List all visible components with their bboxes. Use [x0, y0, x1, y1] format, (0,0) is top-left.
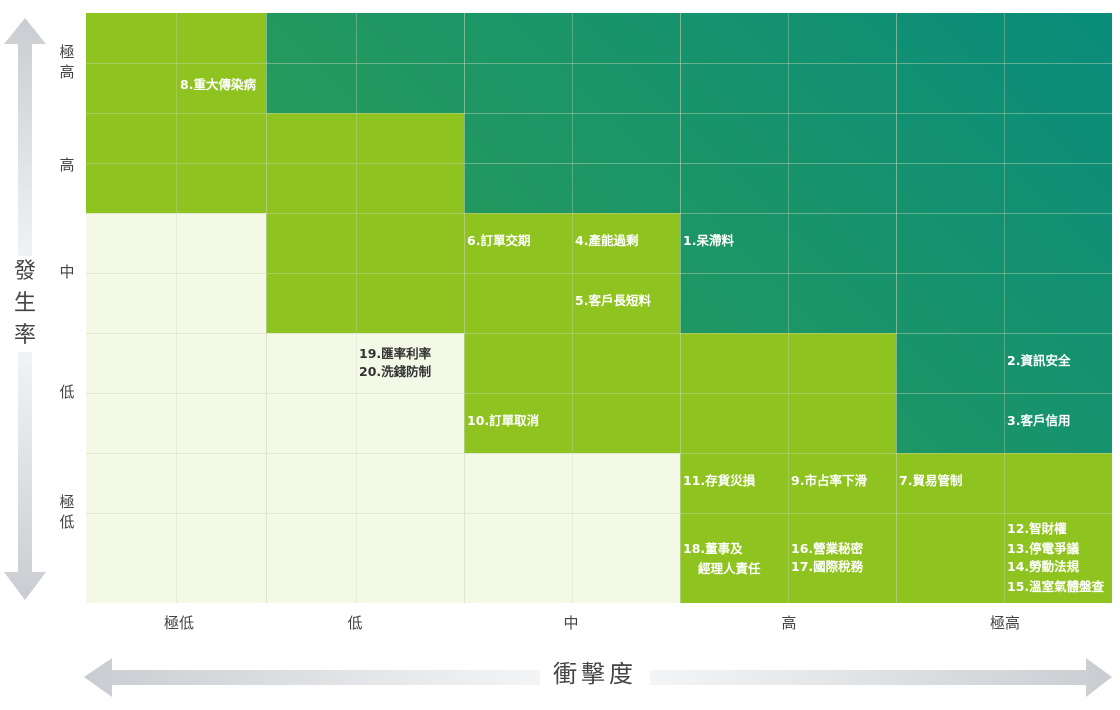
- y-axis-title-char: 生: [13, 291, 36, 316]
- grid-line-horizontal: [86, 513, 1112, 514]
- risk-label: 3.客戶信用: [1007, 413, 1071, 428]
- y-tick-very_high: 極高: [52, 42, 82, 82]
- risk-label: 19.匯率利率: [359, 346, 432, 361]
- grid-line-horizontal: [86, 273, 1112, 274]
- zone-medium: [266, 213, 680, 333]
- y-tick-label: 極: [59, 43, 75, 61]
- risk-label: 10.訂單取消: [467, 413, 540, 428]
- grid-line-horizontal: [86, 333, 1112, 334]
- risk-label: 18.董事及: [683, 541, 743, 556]
- zone-high: [464, 113, 1112, 213]
- risk-label: 14.勞動法規: [1007, 559, 1080, 574]
- risk-label: 經理人責任: [698, 561, 761, 576]
- zone-high: [266, 13, 1112, 113]
- grid-line-horizontal: [86, 453, 1112, 454]
- grid-line-horizontal: [86, 393, 1112, 394]
- zone-low: [86, 333, 464, 453]
- y-tick-label: 低: [59, 513, 75, 531]
- risk-label: 13.停電爭議: [1007, 541, 1080, 556]
- risk-label: 5.客戶長短料: [575, 293, 651, 308]
- grid-line-vertical: [266, 13, 267, 603]
- y-tick-label: 中: [59, 263, 75, 281]
- zone-high: [896, 333, 1112, 453]
- grid-line-horizontal: [86, 113, 1112, 114]
- y-tick-very_low: 極低: [52, 492, 82, 532]
- grid-line-vertical: [356, 13, 357, 603]
- x-tick-label: 高: [781, 614, 797, 632]
- y-axis-title-char: 率: [13, 323, 36, 348]
- x-tick-label: 低: [347, 614, 363, 632]
- zone-low: [86, 213, 266, 333]
- risk-label: 7.貿易管制: [899, 473, 963, 488]
- risk-label: 17.國際稅務: [791, 559, 864, 574]
- x-axis-title: 衝擊度: [540, 654, 650, 689]
- y-tick-high: 高: [52, 155, 82, 175]
- grid-line-vertical: [788, 13, 789, 603]
- y-tick-label: 極: [59, 493, 75, 511]
- risk-label: 6.訂單交期: [467, 233, 531, 248]
- risk-label: 9.市占率下滑: [791, 473, 867, 488]
- zone-low: [86, 453, 680, 603]
- x-tick-label: 中: [563, 614, 579, 632]
- grid-line-vertical: [176, 13, 177, 603]
- y-tick-label: 低: [59, 383, 75, 401]
- risk-label: 20.洗錢防制: [359, 364, 432, 379]
- grid-line-vertical: [572, 13, 573, 603]
- y-axis-title-char: 發: [13, 259, 36, 284]
- y-tick-label: 高: [59, 156, 75, 174]
- grid-line-vertical: [680, 13, 681, 603]
- grid-line-horizontal: [86, 213, 1112, 214]
- risk-label: 15.溫室氣體盤查: [1007, 579, 1105, 594]
- grid-line-vertical: [464, 13, 465, 603]
- zone-medium: [86, 113, 464, 213]
- risk-label: 12.智財權: [1007, 521, 1067, 536]
- risk-label: 16.營業秘密: [791, 541, 864, 556]
- risk-label: 8.重大傳染病: [180, 77, 256, 92]
- x-tick-label: 極低: [163, 614, 195, 632]
- risk-label: 4.產能過剩: [575, 233, 639, 248]
- grid-line-vertical: [1004, 13, 1005, 603]
- zone-medium: [86, 13, 266, 113]
- risk-label: 2.資訊安全: [1007, 353, 1071, 368]
- y-axis-title: 發 生 率: [10, 256, 40, 352]
- x-tick-label: 極高: [989, 614, 1021, 632]
- grid-line-horizontal: [86, 63, 1112, 64]
- risk-label: 11.存貨災損: [683, 473, 756, 488]
- y-tick-label: 高: [59, 63, 75, 81]
- y-tick-low: 低: [52, 382, 82, 402]
- grid-line-vertical: [896, 13, 897, 603]
- grid-line-horizontal: [86, 163, 1112, 164]
- y-tick-medium: 中: [52, 262, 82, 282]
- risk-label: 1.呆滯料: [683, 233, 734, 248]
